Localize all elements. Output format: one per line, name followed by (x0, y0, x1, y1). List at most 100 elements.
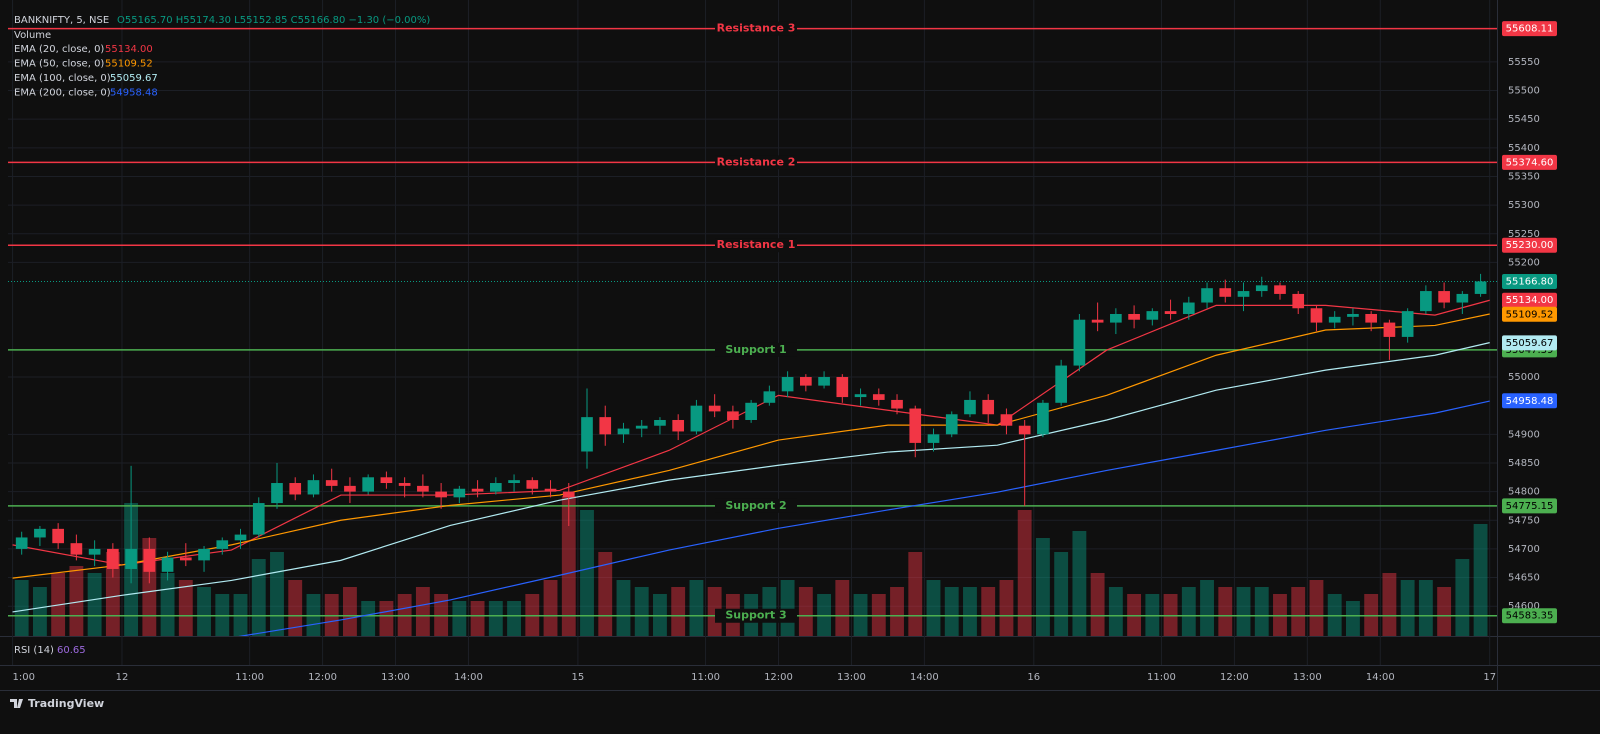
rsi-value: 60.65 (57, 645, 86, 656)
volume-bar (1181, 587, 1196, 636)
volume-bar (908, 552, 923, 636)
price-tag: 55047.39 (1506, 345, 1554, 356)
candle-body (1237, 291, 1250, 297)
y-tick-label: 55250 (1508, 229, 1540, 240)
volume-bar (32, 587, 47, 636)
ema-line (12, 313, 1490, 579)
candle-body (872, 394, 885, 400)
candle-body (1438, 291, 1450, 303)
candle-body (417, 485, 429, 492)
price-axis: 54600 54650 54700 54750 54800 54850 54900 55000… (1502, 21, 1557, 624)
candle-body (1073, 319, 1086, 366)
candle-body (271, 483, 283, 504)
candle-body (945, 414, 958, 435)
candle-body (599, 417, 612, 435)
volume-bar (999, 580, 1014, 636)
y-tick-label: 55000 (1508, 372, 1540, 383)
candle-body (344, 485, 356, 492)
x-tick-label: 15 (572, 672, 585, 683)
volume-bar (361, 601, 376, 636)
candle-body (216, 540, 229, 549)
candle-body (1255, 285, 1268, 292)
volume-bar (1200, 580, 1214, 636)
candle-body (781, 377, 794, 392)
candle-body (1365, 313, 1378, 323)
price-tag: 55059.67 (1506, 338, 1554, 349)
candle-body (654, 419, 666, 426)
candle-body (1401, 311, 1414, 337)
x-tick-label: 11:00 (691, 672, 720, 683)
candle-body (727, 411, 739, 420)
candle-body (380, 477, 393, 484)
volume-bar (452, 601, 467, 636)
x-tick-label: 1:00 (13, 672, 35, 683)
candle-body (562, 491, 575, 498)
candle-body (1456, 293, 1469, 303)
y-tick-label: 54900 (1508, 429, 1540, 440)
candle-body (508, 480, 520, 484)
candle-body (198, 548, 210, 561)
y-tick-label: 55500 (1508, 86, 1540, 97)
volume-bar (616, 580, 631, 636)
price-tag: 55230.00 (1506, 240, 1554, 251)
price-tag: 54583.35 (1506, 611, 1554, 622)
volume-bar (1035, 538, 1050, 636)
volume-bar (1054, 552, 1069, 636)
levels: Resistance 3 Resistance 2 Resistance 1 Supp… (8, 21, 1497, 623)
price-tag-bg (1502, 237, 1557, 253)
candle-body (800, 377, 812, 386)
x-tick-label: 13:00 (1293, 672, 1322, 683)
volume-bar (1291, 587, 1306, 636)
candle-body (34, 528, 46, 538)
volume-bar (270, 552, 284, 636)
level-label-bg (715, 155, 797, 170)
level-label-bg (715, 342, 797, 357)
volume-bar (1437, 587, 1452, 636)
symbol: BANKNIFTY, 5, NSE (14, 15, 109, 26)
candle-body (964, 399, 976, 415)
y-tick-label: 55200 (1508, 257, 1540, 268)
candle-body (1110, 313, 1122, 323)
price-tag-bg (1502, 335, 1557, 351)
volume-bar (160, 573, 175, 636)
candle-body (672, 419, 685, 432)
volume-bar (890, 587, 904, 636)
y-tick-label: 54850 (1508, 458, 1540, 469)
candle-body (143, 548, 156, 572)
y-tick-label: 55300 (1508, 200, 1540, 211)
candle-body (1037, 402, 1049, 435)
x-tick-label: 14:00 (1366, 672, 1395, 683)
price-tag-bg (1502, 393, 1557, 409)
grid (8, 0, 1497, 665)
volume-bar (1218, 587, 1233, 636)
level-label-bg (715, 21, 797, 36)
volume-bar (1108, 587, 1123, 636)
volume-bar (543, 580, 558, 636)
price-tag: 54958.48 (1506, 396, 1554, 407)
candle-body (88, 548, 101, 555)
volume-bar (14, 580, 29, 636)
volume-bar (379, 601, 394, 636)
candle-body (435, 491, 447, 498)
ema-legend-value: 54958.48 (110, 88, 158, 99)
candle-body (982, 399, 995, 415)
price-tag-bg (1502, 273, 1557, 289)
candle-body (1000, 414, 1013, 426)
candle-body (836, 377, 849, 398)
volume-bar (963, 587, 977, 636)
candle-body (763, 391, 776, 403)
ema-line (12, 299, 1490, 566)
volume-bar (1254, 587, 1269, 636)
y-tick-label: 54700 (1508, 544, 1540, 555)
price-tag: 55134.00 (1506, 295, 1554, 306)
candle-body (1328, 316, 1341, 323)
y-tick-label: 54650 (1508, 573, 1540, 584)
price-tag: 55109.52 (1506, 309, 1554, 320)
level-label: Support 1 (725, 343, 786, 356)
volume-bar (69, 566, 84, 636)
y-tick-label: 55400 (1508, 143, 1540, 154)
x-tick-label: 12:00 (1220, 672, 1249, 683)
price-tag: 55374.60 (1506, 157, 1554, 168)
price-tag: 55166.80 (1506, 276, 1554, 287)
